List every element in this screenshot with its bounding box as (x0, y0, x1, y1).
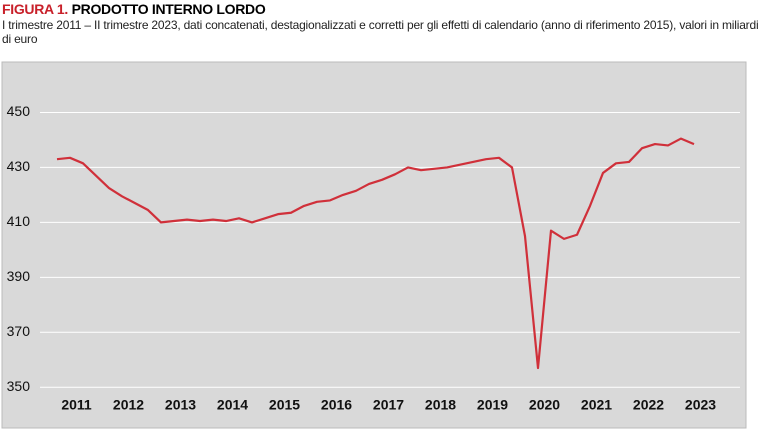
plot-background (1, 61, 747, 429)
x-tick-label: 2020 (529, 397, 560, 413)
figure-label: FIGURA 1. (2, 1, 69, 17)
y-tick-label: 410 (7, 213, 31, 229)
y-tick-label: 430 (7, 158, 31, 174)
x-tick-label: 2018 (425, 397, 456, 413)
x-tick-label: 2014 (217, 397, 248, 413)
x-tick-label: 2022 (633, 397, 664, 413)
x-tick-label: 2012 (113, 397, 144, 413)
x-tick-label: 2011 (61, 397, 92, 413)
x-tick-label: 2021 (581, 397, 612, 413)
x-tick-label: 2016 (321, 397, 352, 413)
y-tick-label: 350 (7, 378, 31, 394)
header: FIGURA 1. PRODOTTO INTERNO LORDO I trime… (2, 0, 767, 46)
x-tick-label: 2019 (477, 397, 508, 413)
y-tick-label: 390 (7, 268, 31, 284)
data-line (56, 137, 695, 370)
x-tick-label: 2017 (373, 397, 404, 413)
x-tick-label: 2013 (165, 397, 196, 413)
y-tick-label: 370 (7, 323, 31, 339)
chart-title: PRODOTTO INTERNO LORDO (71, 1, 266, 17)
subtitle: I trimestre 2011 – II trimestre 2023, da… (2, 18, 759, 46)
y-tick-label: 450 (7, 103, 31, 119)
title: FIGURA 1. PRODOTTO INTERNO LORDO (2, 0, 767, 18)
x-tick-label: 2015 (269, 397, 300, 413)
x-tick-label: 2023 (685, 397, 716, 413)
